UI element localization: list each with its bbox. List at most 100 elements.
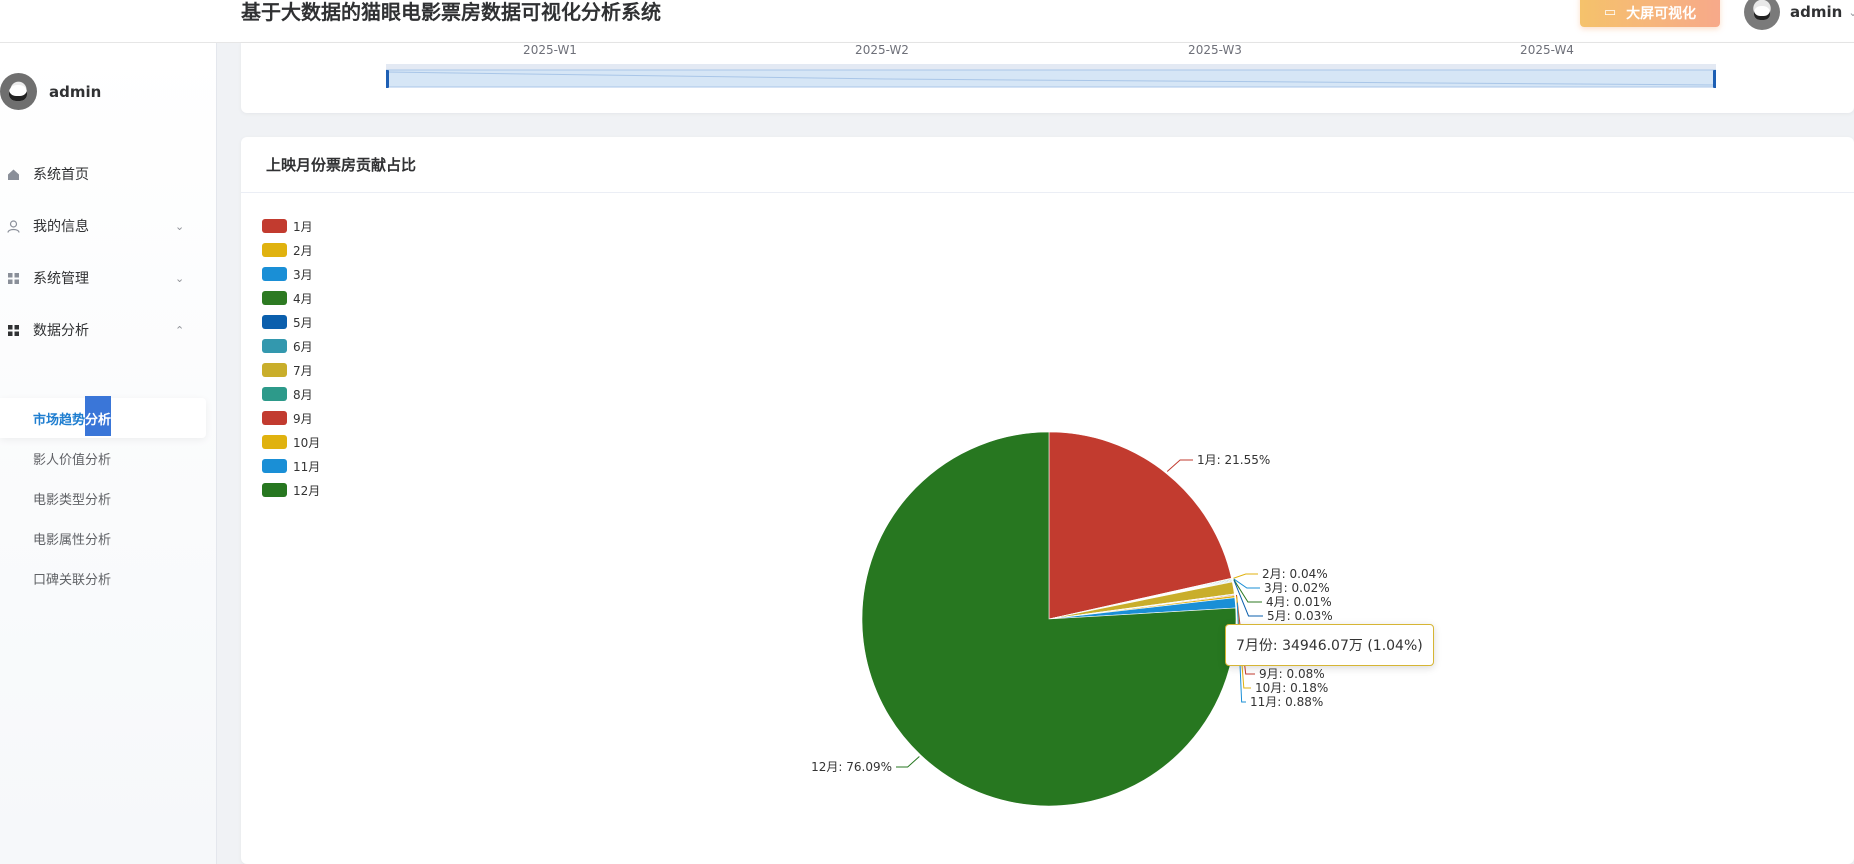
grid-filled-icon <box>6 323 20 337</box>
header-user-name: admin <box>1790 3 1843 21</box>
sidebar-item-label: 电影类型分析 <box>33 492 112 508</box>
label-leader-line <box>1233 573 1258 579</box>
legend-swatch <box>262 315 287 329</box>
label-leader-line <box>896 756 920 768</box>
legend-swatch <box>262 387 287 401</box>
sidebar-item-talent-value[interactable]: 影人价值分析 <box>0 438 216 478</box>
legend-item[interactable]: 10月 <box>262 430 320 454</box>
app-title: 基于大数据的猫眼电影票房数据可视化分析系统 <box>241 0 661 24</box>
week-tick-label: 2025-W1 <box>523 43 577 57</box>
home-icon <box>6 167 20 181</box>
label-leader-line <box>1233 578 1260 589</box>
sidebar-item-home[interactable]: 系统首页 <box>0 148 216 200</box>
label-leader-line <box>1166 459 1193 472</box>
sidebar-menu: 系统首页 我的信息 ⌄ 系统管理 ⌄ 数据分析 ⌃ <box>0 148 216 356</box>
sidebar-user-name: admin <box>49 82 102 101</box>
selected-text: 分析 <box>85 412 112 428</box>
chart-title: 上映月份票房贡献占比 <box>266 156 417 174</box>
legend-swatch <box>262 411 287 425</box>
legend-item[interactable]: 5月 <box>262 310 320 334</box>
legend-swatch <box>262 219 287 233</box>
pie-data-label: 3月: 0.02% <box>1264 581 1330 595</box>
legend-label: 1月 <box>293 219 313 234</box>
sidebar-item-reputation-analysis[interactable]: 口碑关联分析 <box>0 558 216 598</box>
pie-data-label: 5月: 0.03% <box>1267 609 1333 623</box>
pie-slice[interactable] <box>1048 431 1232 620</box>
pie-data-label: 10月: 0.18% <box>1255 681 1328 695</box>
bigscreen-button[interactable]: ▭ 大屏可视化 <box>1580 0 1720 27</box>
legend-item[interactable]: 1月 <box>262 214 320 238</box>
legend-label: 12月 <box>293 483 321 498</box>
legend-label: 4月 <box>293 291 313 306</box>
user-dropdown[interactable]: admin ⌄ <box>1744 0 1854 30</box>
zoom-handle-right <box>1713 70 1716 88</box>
grid-icon <box>6 271 20 285</box>
legend-swatch <box>262 291 287 305</box>
label-leader-line <box>1233 580 1263 617</box>
legend-swatch <box>262 459 287 473</box>
legend-swatch <box>262 339 287 353</box>
pie-chart[interactable]: 1月: 21.55% 2月: 0.04%3月: 0.02%4月: 0.01%5月:… <box>241 137 1854 864</box>
data-zoom-slider[interactable] <box>386 61 1716 91</box>
legend-swatch <box>262 267 287 281</box>
top-header: 基于大数据的猫眼电影票房数据可视化分析系统 ▭ 大屏可视化 admin ⌄ <box>0 0 1854 43</box>
sidebar-item-label: 电影属性分析 <box>33 532 112 548</box>
legend-item[interactable]: 12月 <box>262 478 320 502</box>
legend-item[interactable]: 8月 <box>262 382 320 406</box>
legend-item[interactable]: 3月 <box>262 262 320 286</box>
label-leader-line <box>1233 579 1262 603</box>
chevron-down-icon: ⌄ <box>1848 5 1854 19</box>
sidebar-item-label: 我的信息 <box>33 219 89 235</box>
chevron-down-icon: ⌄ <box>175 271 185 285</box>
legend-item[interactable]: 6月 <box>262 334 320 358</box>
legend-item[interactable]: 4月 <box>262 286 320 310</box>
legend-label: 7月 <box>293 363 313 378</box>
pie-data-label: 2月: 0.04% <box>1262 567 1328 581</box>
sidebar-item-market-trend[interactable]: 市场趋势分析 分析 <box>0 396 206 438</box>
sidebar-item-attribute-analysis[interactable]: 电影属性分析 <box>0 518 216 558</box>
sidebar-submenu: 市场趋势分析 分析 影人价值分析 电影类型分析 电影属性分析 口碑关联分析 <box>0 396 216 598</box>
sidebar-item-data-analysis[interactable]: 数据分析 ⌃ <box>0 304 216 356</box>
legend-label: 6月 <box>293 339 313 354</box>
legend-item[interactable]: 2月 <box>262 238 320 262</box>
legend-label: 9月 <box>293 411 313 426</box>
card-header: 上映月份票房贡献占比 <box>241 137 1854 193</box>
legend-label: 2月 <box>293 243 313 258</box>
pie-data-label: 12月: 76.09% <box>811 760 892 774</box>
sidebar-item-label: 系统首页 <box>33 167 89 183</box>
sidebar-avatar <box>0 73 37 110</box>
zoom-handle-left <box>386 70 389 88</box>
sidebar: admin 系统首页 我的信息 ⌄ 系统管理 ⌄ 数据分析 <box>0 43 217 864</box>
legend-label: 3月 <box>293 267 313 282</box>
legend-swatch <box>262 243 287 257</box>
pie-data-label: 4月: 0.01% <box>1266 595 1332 609</box>
legend-item[interactable]: 7月 <box>262 358 320 382</box>
pie-data-label: 1月: 21.55% <box>1197 453 1270 467</box>
sidebar-item-genre-analysis[interactable]: 电影类型分析 <box>0 478 216 518</box>
legend-item[interactable]: 11月 <box>262 454 320 478</box>
avatar <box>1744 0 1780 30</box>
chart-tooltip: 7月份: 34946.07万 (1.04%) <box>1225 624 1434 666</box>
legend-swatch <box>262 363 287 377</box>
sidebar-item-label: 系统管理 <box>33 271 89 287</box>
sidebar-item-label: 数据分析 <box>33 323 89 339</box>
sidebar-item-label: 口碑关联分析 <box>33 572 112 588</box>
chart-legend: 1月 2月 3月 4月 5月 6月 7月 8月 9月 10月 11月 12月 <box>262 214 320 502</box>
weekly-chart-card: 2025-W1 2025-W2 2025-W3 2025-W4 <box>241 43 1854 113</box>
monitor-icon: ▭ <box>1603 5 1617 20</box>
chevron-up-icon: ⌃ <box>175 323 185 337</box>
week-tick-label: 2025-W4 <box>1520 43 1574 57</box>
legend-label: 10月 <box>293 435 321 450</box>
legend-label: 5月 <box>293 315 313 330</box>
pie-slice[interactable] <box>861 431 1237 807</box>
sidebar-user: admin <box>0 73 101 110</box>
sidebar-item-my-info[interactable]: 我的信息 ⌄ <box>0 200 216 252</box>
legend-swatch <box>262 435 287 449</box>
sidebar-item-system-manage[interactable]: 系统管理 ⌄ <box>0 252 216 304</box>
chevron-down-icon: ⌄ <box>175 219 185 233</box>
legend-item[interactable]: 9月 <box>262 406 320 430</box>
pie-chart-card: 上映月份票房贡献占比 1月 2月 3月 4月 5月 6月 7月 8月 9月 10月 11月 12月 1… <box>241 137 1854 864</box>
sidebar-item-label: 影人价值分析 <box>33 452 112 468</box>
bigscreen-label: 大屏可视化 <box>1626 5 1697 22</box>
pie-data-label: 11月: 0.88% <box>1250 695 1323 709</box>
